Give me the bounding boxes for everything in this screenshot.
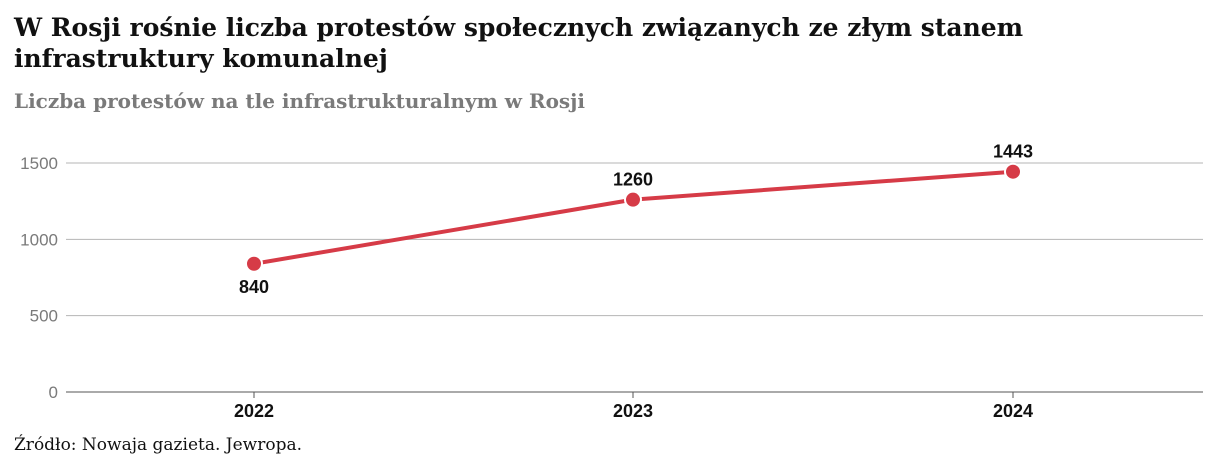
- data-label: 1443: [993, 142, 1033, 162]
- data-label: 840: [239, 277, 269, 297]
- x-axis-ticks: 2022 2023 2024: [234, 392, 1033, 421]
- data-point: [1004, 162, 1022, 181]
- y-axis-ticks: 0 500 1000 1500: [20, 154, 58, 402]
- y-tick-label: 0: [49, 383, 58, 402]
- x-tick-label: 2022: [234, 401, 274, 421]
- chart-subtitle: Liczba protestów na tle infrastrukturaln…: [14, 89, 585, 113]
- data-label: 1260: [613, 170, 653, 190]
- x-tick-label: 2023: [613, 401, 653, 421]
- data-labels: 840 1260 1443: [239, 142, 1033, 297]
- y-tick-label: 500: [30, 307, 58, 326]
- x-tick-label: 2024: [993, 401, 1033, 421]
- source-note: Źródło: Nowaja gazieta. Jewropa.: [14, 435, 302, 455]
- data-point: [624, 190, 642, 209]
- y-tick-label: 1000: [20, 230, 58, 249]
- data-points: [245, 162, 1022, 273]
- chart-title: W Rosji rośnie liczba protestów społeczn…: [14, 13, 1024, 73]
- y-tick-label: 1500: [20, 154, 58, 173]
- data-point: [245, 254, 263, 273]
